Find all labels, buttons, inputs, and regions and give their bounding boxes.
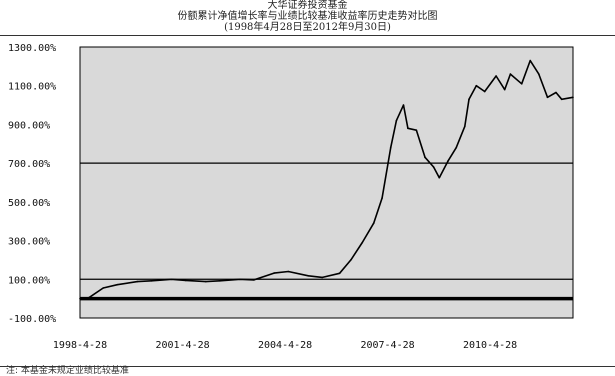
x-tick-label: 2010-4-28 bbox=[463, 340, 517, 351]
plot-area bbox=[79, 46, 574, 319]
data-point bbox=[389, 146, 392, 149]
data-point bbox=[432, 166, 435, 168]
data-point bbox=[102, 287, 105, 289]
x-axis-tick-labels: 1998-4-28 2001-4-28 2004-4-28 2007-4-28 2010… bbox=[53, 340, 517, 351]
data-point bbox=[307, 275, 310, 277]
x-tick-label: 2001-4-28 bbox=[155, 340, 209, 351]
data-point bbox=[520, 82, 523, 85]
data-point bbox=[219, 280, 221, 282]
data-point bbox=[509, 73, 512, 75]
chart-date-range: (1998年4月28日至2012年9月30日) bbox=[224, 22, 391, 33]
chart-footnote: 注: 本基金未规定业绩比较基准 bbox=[6, 366, 129, 376]
y-axis-tick-labels: 1300.00% 1100.00% 900.00% 700.00% 500.00% 300… bbox=[8, 43, 56, 325]
chart-title-block: 大华证券投资基金 份额累计净值增长率与业绩比较基准收益率历史走势对比图 (199… bbox=[0, 0, 615, 33]
data-point bbox=[455, 146, 458, 149]
data-point bbox=[116, 283, 119, 286]
data-point bbox=[239, 278, 241, 281]
data-point bbox=[88, 296, 90, 299]
data-point bbox=[273, 272, 275, 274]
data-point bbox=[572, 96, 574, 99]
data-point bbox=[560, 98, 563, 101]
data-point bbox=[253, 279, 255, 281]
x-tick-label: 2004-4-28 bbox=[258, 340, 312, 351]
data-point bbox=[546, 96, 549, 99]
data-point bbox=[555, 91, 557, 94]
data-point bbox=[468, 98, 470, 101]
data-point bbox=[184, 279, 187, 282]
x-tick-label: 1998-4-28 bbox=[53, 340, 107, 351]
data-point bbox=[495, 75, 497, 77]
y-tick-label: 500.00% bbox=[8, 198, 50, 209]
data-point bbox=[204, 280, 207, 283]
data-point bbox=[372, 222, 375, 224]
series-layer bbox=[79, 59, 574, 300]
data-point bbox=[503, 88, 506, 91]
y-tick-label: 100.00% bbox=[8, 275, 50, 286]
fund-name: 大华证券投资基金 bbox=[267, 0, 348, 11]
chart-title: 份额累计净值增长率与业绩比较基准收益率历史走势对比图 bbox=[177, 11, 438, 22]
y-tick-label: 1300.00% bbox=[8, 43, 56, 54]
data-point bbox=[321, 276, 324, 279]
data-point bbox=[402, 104, 405, 106]
data-point bbox=[170, 278, 173, 281]
y-tick-label: 700.00% bbox=[8, 159, 50, 170]
y-tick-label: -100.00% bbox=[8, 314, 56, 325]
data-point bbox=[407, 127, 409, 130]
x-tick-label: 2007-4-28 bbox=[360, 340, 414, 351]
data-point bbox=[464, 125, 466, 128]
data-point bbox=[150, 280, 153, 282]
data-point bbox=[447, 160, 449, 163]
y-tick-label: 300.00% bbox=[8, 237, 50, 248]
data-point bbox=[415, 129, 418, 132]
data-point bbox=[381, 197, 383, 199]
data-point bbox=[438, 176, 441, 179]
data-point bbox=[529, 59, 532, 62]
data-point bbox=[350, 259, 352, 261]
top-divider bbox=[0, 35, 615, 36]
data-point bbox=[136, 280, 139, 283]
data-point bbox=[483, 90, 486, 93]
bottom-divider bbox=[0, 366, 615, 367]
y-tick-label: 1100.00% bbox=[8, 82, 56, 93]
data-point bbox=[361, 241, 364, 244]
data-point bbox=[424, 156, 426, 159]
data-point bbox=[538, 73, 540, 75]
data-point bbox=[475, 84, 478, 87]
data-point bbox=[395, 119, 398, 122]
data-point bbox=[287, 270, 290, 273]
data-point bbox=[338, 272, 341, 275]
y-tick-label: 900.00% bbox=[8, 120, 50, 131]
data-point bbox=[79, 297, 81, 300]
